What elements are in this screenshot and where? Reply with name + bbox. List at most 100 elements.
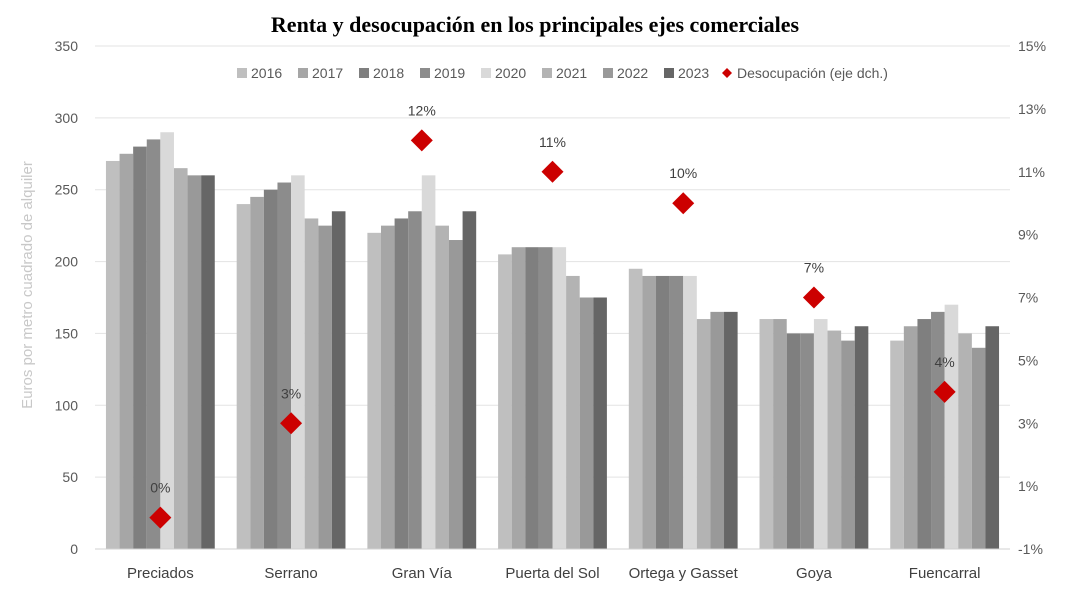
bar-2016	[759, 319, 774, 549]
bar-2018	[133, 146, 147, 549]
y-axis-label: Euros por metro cuadrado de alquiler	[19, 161, 36, 409]
bar-2016	[628, 268, 643, 549]
y2-tick-label: -1%	[1018, 541, 1043, 557]
bar-2022	[318, 225, 332, 549]
bar-2016	[367, 232, 381, 550]
y2-tick-label: 13%	[1018, 101, 1046, 117]
bar-2016	[105, 160, 120, 549]
y-tick-label: 100	[55, 397, 79, 413]
legend-swatch	[237, 68, 247, 78]
y-tick-label: 200	[55, 254, 79, 270]
vacancy-marker	[149, 506, 172, 529]
legend-swatch	[481, 68, 491, 78]
y2-tick-label: 15%	[1018, 38, 1046, 54]
bar-2017	[511, 247, 526, 549]
y-axis-left-ticks: 0 50 100 150 200 250 300 350	[55, 38, 79, 557]
x-category-label: Ortega y Gasset	[629, 565, 739, 582]
vacancy-data-label: 0%	[150, 480, 170, 496]
vacancy-marker	[933, 380, 956, 403]
vacancy-marker	[802, 286, 825, 309]
bar-2019	[146, 139, 161, 549]
bar-2020	[552, 247, 567, 549]
bar-2022	[187, 175, 202, 550]
x-category-label: Preciados	[127, 565, 194, 582]
bar-2021	[696, 319, 711, 549]
legend-label: 2019	[434, 65, 465, 81]
legend-label: Desocupación (eje dch.)	[737, 65, 888, 81]
bar-2020	[160, 132, 174, 549]
bars-group	[105, 132, 1000, 550]
vacancy-data-label: 7%	[804, 260, 824, 276]
y-axis-right-ticks: -1% 1% 3% 5% 7% 9% 11% 13% 15%	[1018, 38, 1046, 557]
bar-2021	[435, 225, 449, 549]
y2-tick-label: 5%	[1018, 352, 1038, 368]
vacancy-marker	[280, 412, 303, 435]
vacancy-data-label: 4%	[935, 354, 955, 370]
y2-tick-label: 3%	[1018, 415, 1038, 431]
bar-2017	[773, 319, 787, 549]
bar-2017	[119, 153, 134, 550]
y2-tick-label: 1%	[1018, 478, 1038, 494]
vacancy-marker	[410, 129, 433, 152]
bar-2019	[669, 275, 684, 549]
vacancy-marker	[672, 192, 695, 215]
y-tick-label: 250	[55, 182, 79, 198]
legend-label: 2017	[312, 65, 343, 81]
bar-2019	[800, 333, 814, 549]
vacancy-data-label: 12%	[408, 102, 436, 118]
x-axis-categories: Preciados Serrano Gran Vía Puerta del Sol Or…	[127, 565, 980, 582]
bar-2018	[786, 333, 801, 549]
bar-2022	[971, 347, 986, 549]
legend-marker	[722, 68, 732, 78]
vacancy-marker	[541, 160, 564, 183]
bar-2019	[408, 211, 422, 549]
legend: 2016 2017 2018 2019 2020 2021 2022 2023 Desocupa…	[237, 65, 888, 81]
legend-label: 2020	[495, 65, 526, 81]
y-tick-label: 150	[55, 325, 79, 341]
legend-label: 2023	[678, 65, 709, 81]
y-tick-label: 300	[55, 110, 79, 126]
vacancy-data-label: 10%	[669, 165, 697, 181]
bar-2023	[201, 175, 215, 550]
legend-swatch	[542, 68, 552, 78]
x-category-label: Puerta del Sol	[505, 565, 599, 582]
bar-2020	[944, 304, 959, 549]
bar-2018	[394, 218, 409, 549]
bar-2020	[421, 175, 436, 550]
bar-2023	[331, 211, 346, 549]
x-category-label: Gran Vía	[392, 565, 453, 582]
bar-2021	[827, 330, 842, 549]
x-category-label: Goya	[796, 565, 833, 582]
bar-2023	[593, 297, 607, 549]
y2-tick-label: 9%	[1018, 227, 1038, 243]
bar-2021	[304, 218, 319, 549]
bar-2019	[538, 247, 553, 549]
legend-swatch	[664, 68, 674, 78]
legend-label: 2021	[556, 65, 587, 81]
bar-2022	[448, 240, 463, 549]
bar-2018	[917, 319, 932, 549]
bar-2023	[724, 311, 738, 549]
bar-2018	[525, 247, 539, 549]
y-tick-label: 0	[70, 541, 78, 557]
bar-2018	[656, 275, 670, 549]
vacancy-markers: 0% 3% 12% 11% 10% 7% 4%	[149, 102, 956, 529]
bar-2017	[380, 225, 395, 549]
vacancy-data-label: 3%	[281, 385, 301, 401]
x-category-label: Fuencarral	[909, 565, 981, 582]
bar-2016	[236, 204, 251, 550]
bar-2022	[841, 340, 855, 549]
y2-tick-label: 11%	[1018, 164, 1045, 180]
bar-2018	[263, 189, 278, 549]
legend-label: 2016	[251, 65, 282, 81]
legend-swatch	[603, 68, 613, 78]
bar-2020	[813, 319, 828, 549]
y2-tick-label: 7%	[1018, 290, 1038, 306]
x-category-label: Serrano	[264, 565, 317, 582]
y-tick-label: 50	[62, 469, 78, 485]
bar-2017	[642, 275, 657, 549]
legend-swatch	[298, 68, 308, 78]
bar-2020	[683, 275, 697, 549]
bar-2022	[579, 297, 594, 549]
bar-2023	[462, 211, 477, 549]
